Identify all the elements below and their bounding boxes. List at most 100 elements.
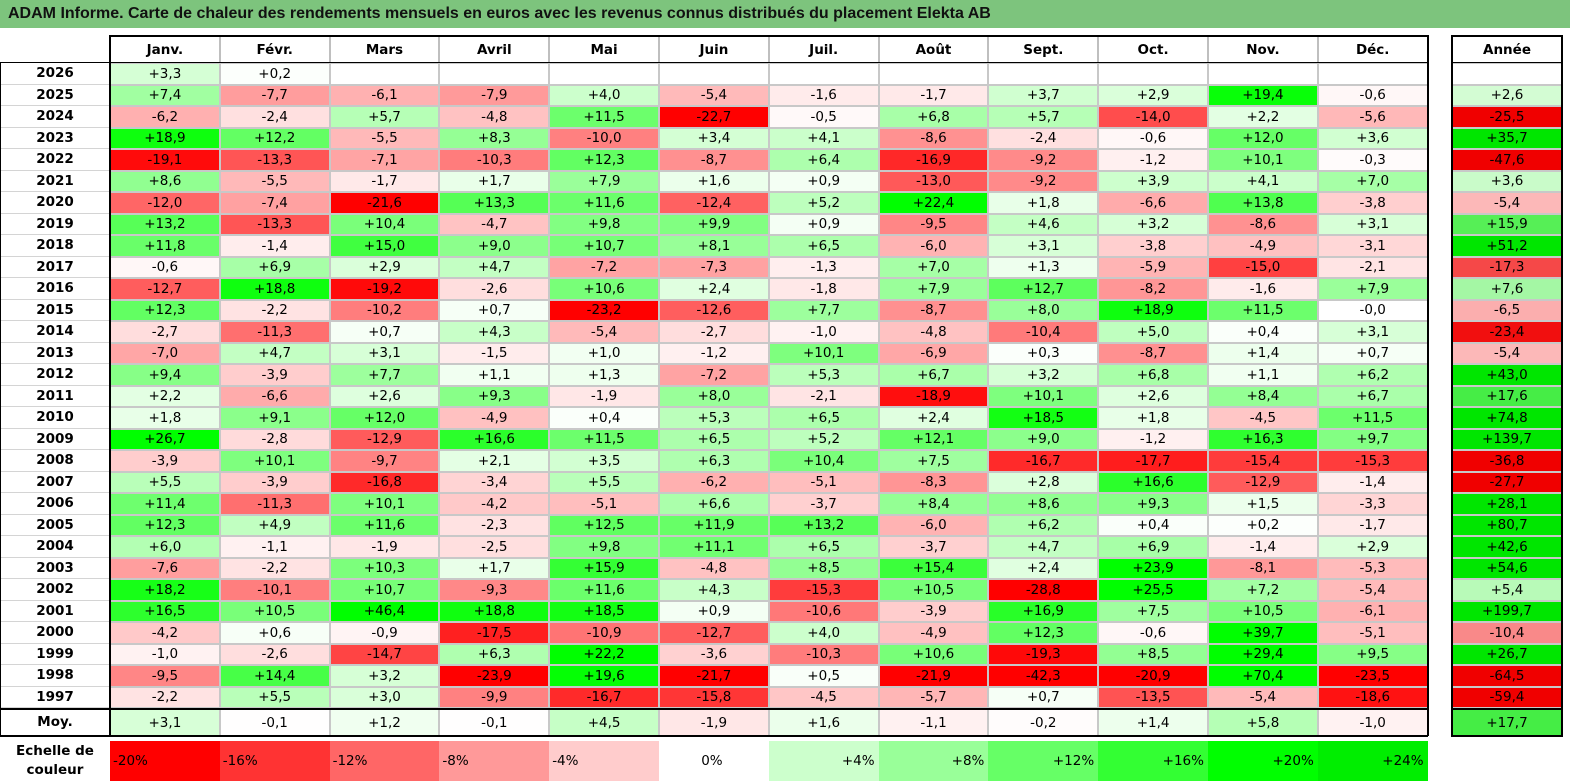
- year-label: 2022: [0, 149, 110, 171]
- annual-cell: -17,3: [1452, 256, 1562, 278]
- annual-cell: +26,7: [1452, 643, 1562, 665]
- month-header: Janv.: [110, 36, 220, 63]
- heatmap-cell: -6,1: [1317, 600, 1428, 622]
- heatmap-cell: +12,3: [988, 622, 1099, 644]
- heatmap-cell: +4,0: [768, 622, 879, 644]
- heatmap-cell: +2,9: [1098, 84, 1208, 106]
- heatmap-cell: -5,4: [1317, 579, 1428, 601]
- year-label: 2014: [0, 321, 110, 343]
- annual-cell: -59,4: [1452, 686, 1562, 708]
- heatmap-cell: +10,5: [878, 579, 989, 601]
- heatmap-cell: +3,1: [1317, 213, 1428, 235]
- heatmap-cell: +4,3: [659, 579, 769, 601]
- annual-border-left: [1451, 35, 1453, 736]
- heatmap-cell: -1,7: [878, 84, 989, 106]
- table-border-left: [109, 35, 111, 736]
- month-header: Mars: [329, 36, 440, 63]
- heatmap-cell: [439, 63, 550, 85]
- heatmap-cell: +7,4: [110, 84, 220, 106]
- heatmap-cell: [988, 63, 1099, 85]
- heatmap-cell: -7,9: [439, 84, 550, 106]
- heatmap-cell: -12,4: [659, 192, 769, 214]
- annual-cell: +74,8: [1452, 407, 1562, 429]
- heatmap-cell: +0,4: [1208, 321, 1318, 343]
- heatmap-cell: -8,6: [1208, 213, 1318, 235]
- heatmap-cell: -3,6: [659, 643, 769, 665]
- heatmap-cell: -5,9: [1098, 256, 1208, 278]
- heatmap-cell: -0,5: [768, 106, 879, 128]
- heatmap-cell: +4,0: [549, 84, 659, 106]
- year-label: 2007: [0, 471, 110, 493]
- heatmap-cell: -7,0: [110, 342, 220, 364]
- month-header: Août: [878, 36, 989, 63]
- heatmap-cell: +18,9: [1098, 299, 1208, 321]
- heatmap-cell: +12,5: [549, 514, 659, 536]
- heatmap-cell: +9,8: [549, 536, 659, 558]
- heatmap-cell: -42,3: [988, 665, 1099, 687]
- year-label: 2009: [0, 428, 110, 450]
- annual-cell: +35,7: [1452, 127, 1562, 149]
- heatmap-cell: +15,9: [549, 557, 659, 579]
- annual-average-divider: [1452, 708, 1562, 710]
- annual-border-bottom: [1451, 735, 1563, 737]
- heatmap-cell: +3,4: [659, 127, 769, 149]
- heatmap-cell: +0,9: [768, 213, 879, 235]
- heatmap-cell: +7,5: [1098, 600, 1208, 622]
- heatmap-cell: +0,9: [659, 600, 769, 622]
- heatmap-cell: -2,7: [110, 321, 220, 343]
- heatmap-cell: [878, 63, 989, 85]
- heatmap-cell: +8,4: [1208, 385, 1318, 407]
- heatmap-cell: +9,0: [988, 428, 1099, 450]
- heatmap-cell: -0,6: [1098, 622, 1208, 644]
- heatmap-cell: +16,6: [1098, 471, 1208, 493]
- heatmap-cell: +4,6: [988, 213, 1099, 235]
- heatmap-cell: +6,7: [1317, 385, 1428, 407]
- heatmap-cell: -9,5: [878, 213, 989, 235]
- heatmap-cell: +10,6: [549, 278, 659, 300]
- heatmap-cell: -4,5: [768, 686, 879, 708]
- average-cell: +5,8: [1208, 709, 1318, 736]
- heatmap-cell: +0,4: [1098, 514, 1208, 536]
- heatmap-cell: +11,6: [549, 579, 659, 601]
- heatmap-cell: -8,6: [878, 127, 989, 149]
- heatmap-cell: +18,8: [219, 278, 330, 300]
- heatmap-cell: +4,7: [439, 256, 550, 278]
- heatmap-cell: +2,9: [1317, 536, 1428, 558]
- annual-cell: +28,1: [1452, 493, 1562, 515]
- heatmap-cell: +7,9: [878, 278, 989, 300]
- heatmap-cell: -21,9: [878, 665, 989, 687]
- heatmap-cell: +2,4: [659, 278, 769, 300]
- heatmap-cell: -1,4: [1208, 536, 1318, 558]
- header-divider: [0, 62, 1428, 63]
- heatmap-cell: +4,7: [988, 536, 1099, 558]
- legend-swatch: +16%: [1098, 741, 1208, 781]
- heatmap-cell: -1,4: [1317, 471, 1428, 493]
- heatmap-cell: +13,3: [439, 192, 550, 214]
- heatmap-cell: +1,1: [1208, 364, 1318, 386]
- heatmap-cell: +18,5: [549, 600, 659, 622]
- heatmap-cell: +10,3: [329, 557, 440, 579]
- heatmap-cell: +18,9: [110, 127, 220, 149]
- heatmap-cell: +1,8: [110, 407, 220, 429]
- heatmap-cell: -19,3: [988, 643, 1099, 665]
- heatmap-cell: +9,7: [1317, 428, 1428, 450]
- heatmap-cell: +2,4: [878, 407, 989, 429]
- heatmap-cell: +6,5: [768, 407, 879, 429]
- year-column-header: Année: [1452, 36, 1562, 63]
- heatmap-cell: +6,8: [1098, 364, 1208, 386]
- heatmap-cell: -4,5: [1208, 407, 1318, 429]
- heatmap-cell: -4,7: [439, 213, 550, 235]
- heatmap-cell: +6,9: [1098, 536, 1208, 558]
- annual-cell: -27,7: [1452, 471, 1562, 493]
- heatmap-cell: +10,4: [329, 213, 440, 235]
- heatmap-cell: +13,8: [1208, 192, 1318, 214]
- heatmap-cell: +11,8: [110, 235, 220, 257]
- heatmap-cell: -10,9: [549, 622, 659, 644]
- heatmap-cell: -7,1: [329, 149, 440, 171]
- average-cell: +4,5: [549, 709, 659, 736]
- heatmap-cell: +5,2: [768, 428, 879, 450]
- heatmap-cell: +7,9: [1317, 278, 1428, 300]
- heatmap-cell: -9,3: [439, 579, 550, 601]
- heatmap-cell: +2,9: [329, 256, 440, 278]
- legend-swatch: +24%: [1317, 741, 1428, 781]
